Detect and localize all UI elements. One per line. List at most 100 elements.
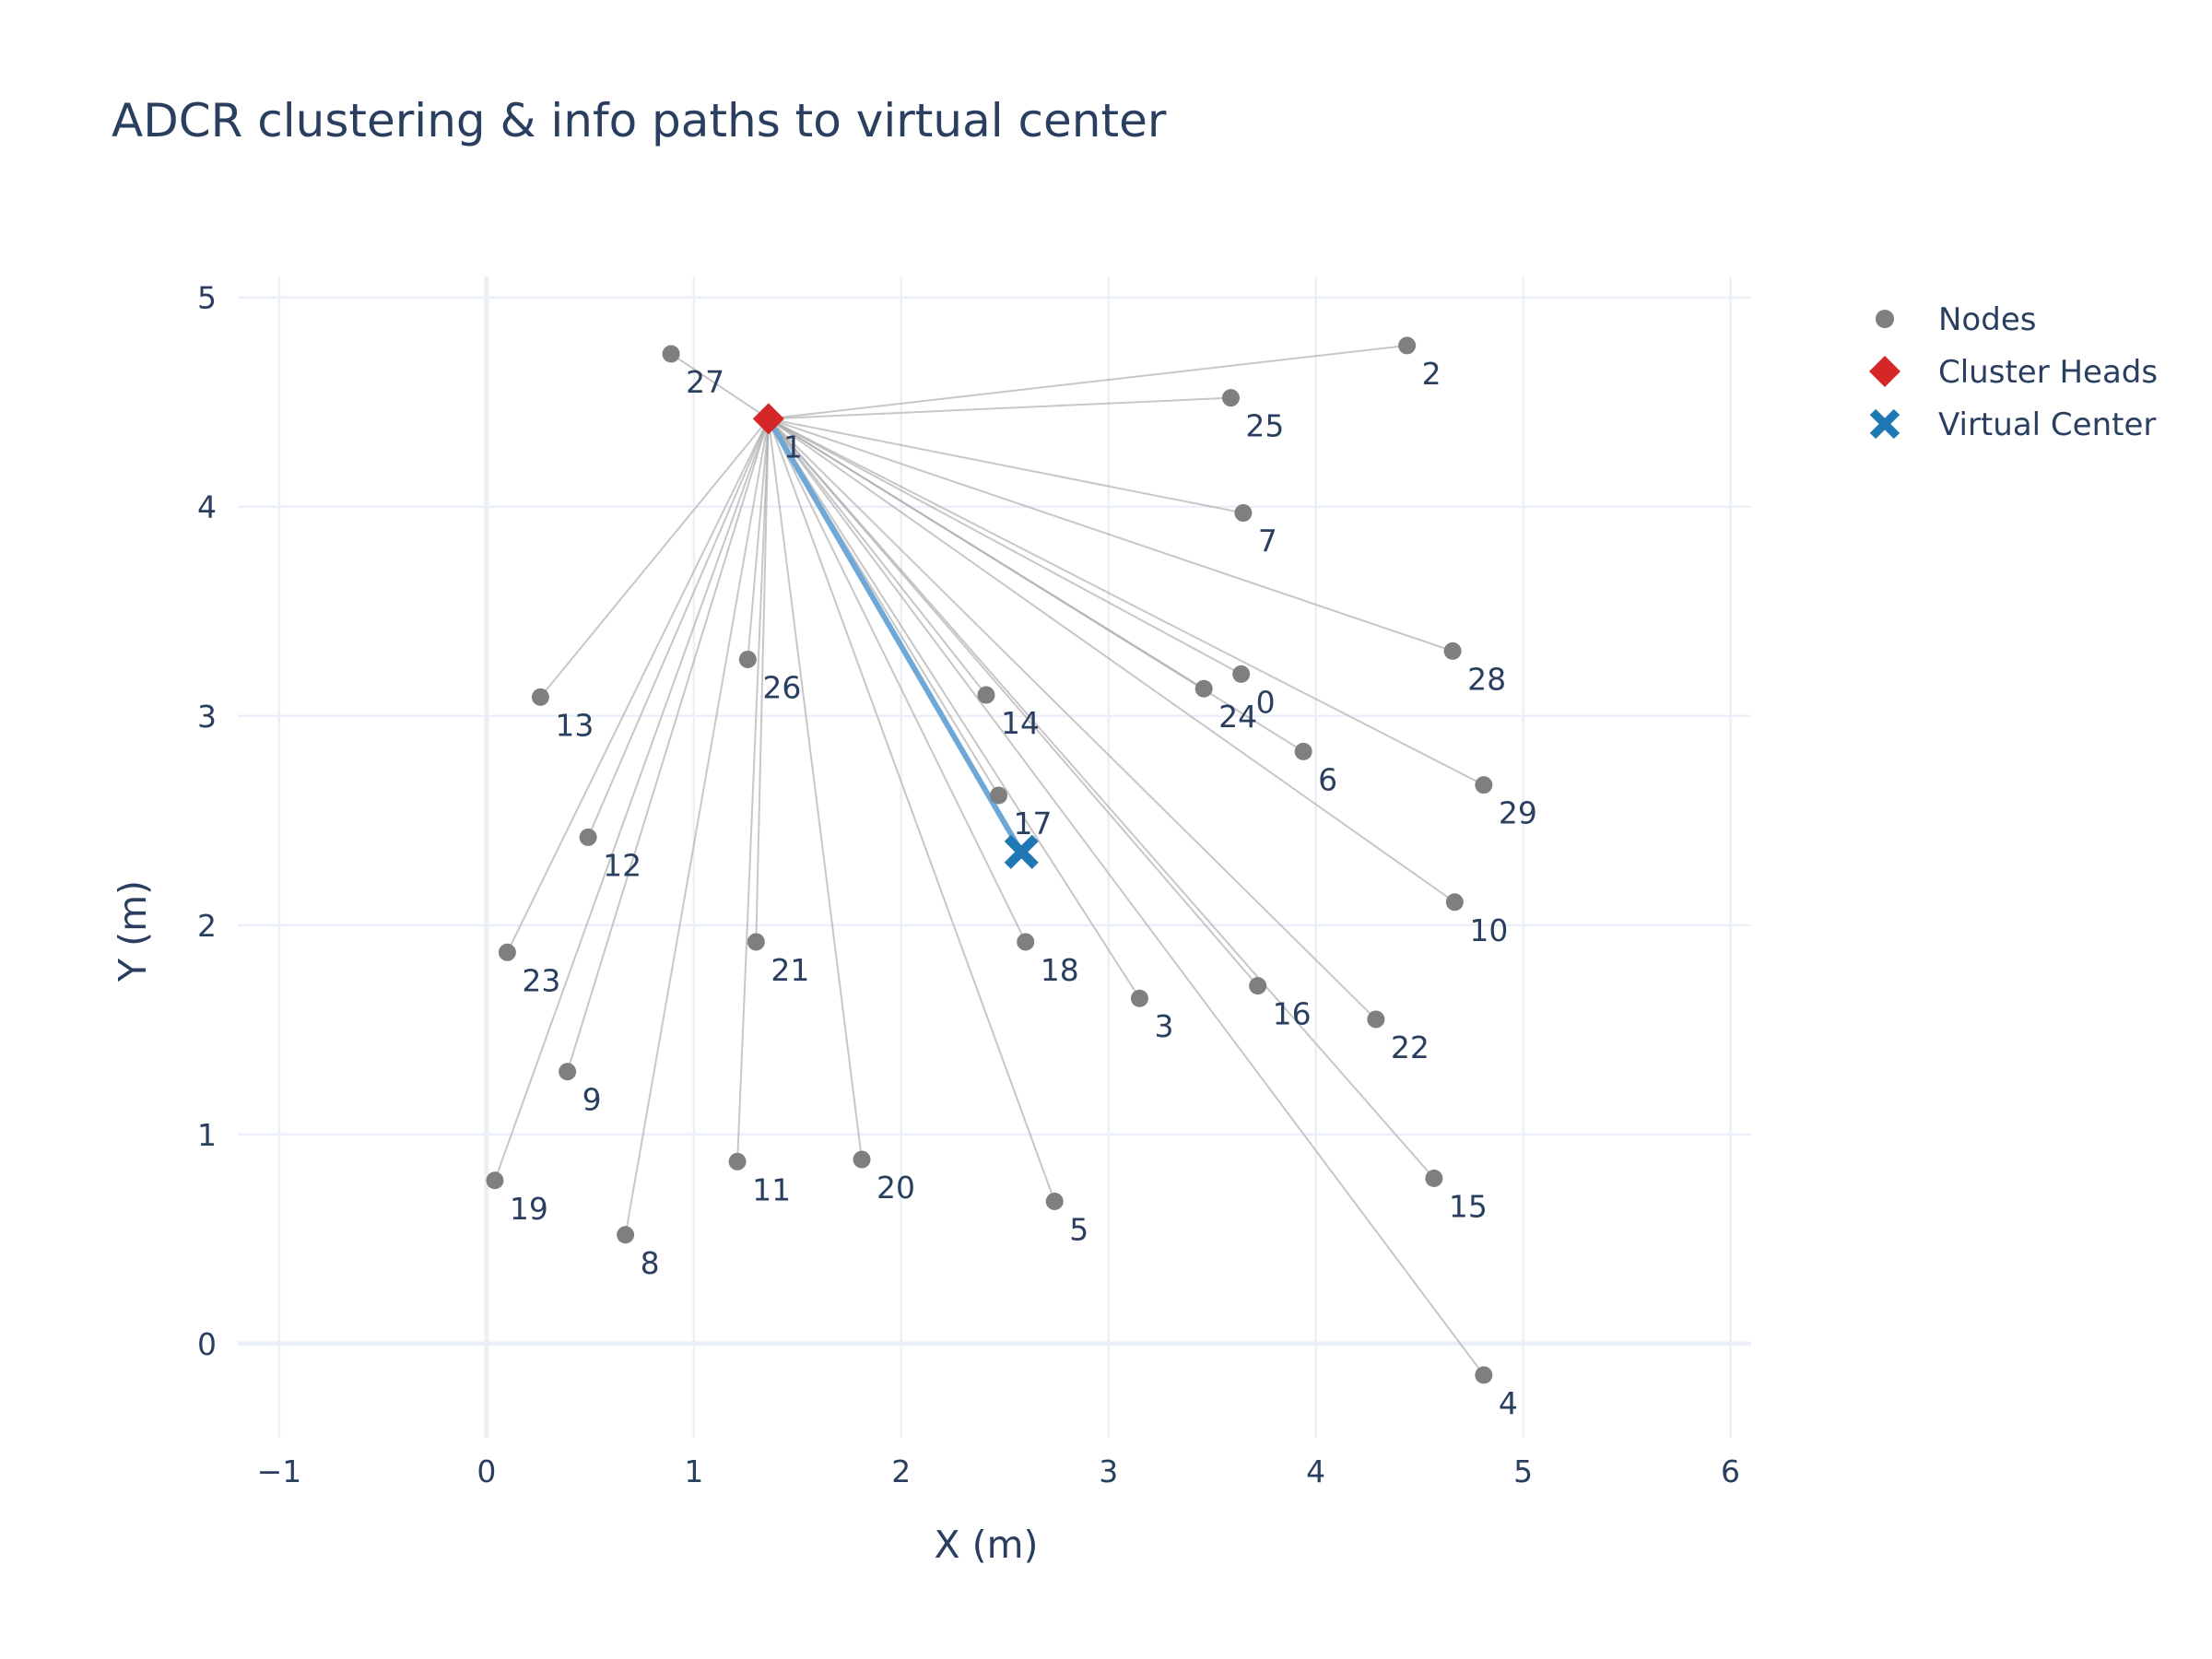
node-label-11: 11 <box>752 1171 791 1207</box>
x-tick-label-5: 4 <box>1306 1453 1325 1489</box>
link-line-12 <box>587 418 770 838</box>
legend-virtual-center-label: Virtual Center <box>1938 406 2156 443</box>
link-line-18 <box>767 418 1027 943</box>
node-point-9 <box>559 1063 577 1081</box>
link-line-11 <box>736 418 770 1162</box>
node-label-23: 23 <box>522 962 560 998</box>
node-label-28: 28 <box>1467 661 1506 697</box>
node-point-21 <box>747 933 765 951</box>
node-label-2: 2 <box>1422 356 1441 392</box>
link-line-7 <box>768 418 1244 514</box>
link-line-28 <box>768 418 1453 653</box>
x-tick-label-2: 1 <box>684 1453 703 1489</box>
node-label-5: 5 <box>1069 1211 1088 1247</box>
link-line-29 <box>768 418 1485 786</box>
link-line-10 <box>768 418 1455 903</box>
y-axis-title: Y (m) <box>111 880 155 982</box>
node-point-23 <box>498 943 516 961</box>
chart-title: ADCR clustering & info paths to virtual … <box>112 94 1167 147</box>
x-tick-label-1: 0 <box>477 1453 496 1489</box>
node-point-2 <box>1398 336 1417 355</box>
node-label-0: 0 <box>1256 684 1276 720</box>
legend-cluster-heads-marker <box>1869 356 1900 387</box>
node-label-4: 4 <box>1499 1385 1518 1421</box>
legend-item-virtual-center[interactable]: Virtual Center <box>1869 406 2156 443</box>
x-axis-title: X (m) <box>934 1523 1038 1567</box>
node-label-18: 18 <box>1041 952 1079 988</box>
legend-item-nodes[interactable]: Nodes <box>1876 301 2036 338</box>
node-point-3 <box>1130 989 1148 1007</box>
link-line-25 <box>768 396 1231 420</box>
x-tick-label-7: 6 <box>1721 1453 1740 1489</box>
y-tick-label-4: 4 <box>197 489 217 525</box>
link-line-20 <box>767 418 864 1160</box>
node-label-26: 26 <box>762 669 801 705</box>
link-line-9 <box>566 418 770 1072</box>
node-point-15 <box>1425 1169 1443 1187</box>
link-line-19 <box>493 418 770 1182</box>
legend: Nodes Cluster Heads Virtual Center <box>1869 301 2158 443</box>
link-line-8 <box>624 418 770 1235</box>
node-label-22: 22 <box>1391 1030 1430 1065</box>
x-tick-label-4: 3 <box>1099 1453 1118 1489</box>
x-tick-label-0: −1 <box>257 1453 302 1489</box>
legend-nodes-label: Nodes <box>1938 301 2036 338</box>
node-point-24 <box>1194 679 1213 698</box>
y-tick-label-3: 3 <box>197 699 217 735</box>
node-point-17 <box>989 786 1007 805</box>
node-label-9: 9 <box>582 1082 602 1118</box>
node-point-6 <box>1294 742 1312 760</box>
y-tick-label-5: 5 <box>197 280 217 316</box>
node-point-7 <box>1234 504 1253 523</box>
y-tick-label-1: 1 <box>197 1117 217 1153</box>
node-point-22 <box>1367 1010 1385 1029</box>
node-label-6: 6 <box>1318 761 1337 797</box>
link-line-21 <box>755 418 770 942</box>
link-line-3 <box>767 418 1141 999</box>
link-line-14 <box>768 418 987 696</box>
node-label-27: 27 <box>686 364 724 400</box>
node-point-8 <box>617 1226 635 1244</box>
node-label-10: 10 <box>1469 912 1508 948</box>
node-point-29 <box>1475 776 1493 794</box>
y-tick-label-2: 2 <box>197 908 217 944</box>
node-point-27 <box>662 345 680 363</box>
legend-cluster-heads-label: Cluster Heads <box>1938 354 2158 391</box>
legend-item-cluster-heads[interactable]: Cluster Heads <box>1869 354 2158 391</box>
link-line-2 <box>768 344 1407 420</box>
node-label-8: 8 <box>641 1245 660 1281</box>
node-point-10 <box>1445 893 1464 912</box>
link-line-4 <box>768 418 1485 1376</box>
node-label-25: 25 <box>1245 408 1284 444</box>
node-point-18 <box>1017 933 1035 951</box>
cluster-head-marker-0 <box>752 403 784 435</box>
virtual-center-marker-0 <box>1004 834 1039 869</box>
node-point-11 <box>728 1152 747 1171</box>
link-line-24 <box>768 418 1205 690</box>
node-label-16: 16 <box>1273 996 1312 1032</box>
info-path-line <box>766 417 1024 853</box>
node-point-28 <box>1443 641 1462 660</box>
link-line-22 <box>768 418 1377 1020</box>
link-line-16 <box>768 418 1259 987</box>
link-line-27 <box>670 353 770 420</box>
y-tick-label-0: 0 <box>197 1326 217 1362</box>
x-tick-label-6: 5 <box>1513 1453 1533 1489</box>
link-line-5 <box>767 418 1056 1202</box>
node-point-14 <box>977 686 995 704</box>
node-label-21: 21 <box>771 952 809 988</box>
node-label-13: 13 <box>555 707 594 743</box>
link-line-15 <box>768 418 1435 1180</box>
node-point-5 <box>1045 1192 1064 1210</box>
link-line-26 <box>747 418 770 660</box>
node-label-15: 15 <box>1449 1188 1488 1224</box>
node-point-13 <box>531 688 549 706</box>
cluster-links <box>493 344 1485 1376</box>
node-label-20: 20 <box>877 1170 915 1206</box>
node-point-19 <box>486 1171 504 1190</box>
node-label-29: 29 <box>1499 795 1537 831</box>
